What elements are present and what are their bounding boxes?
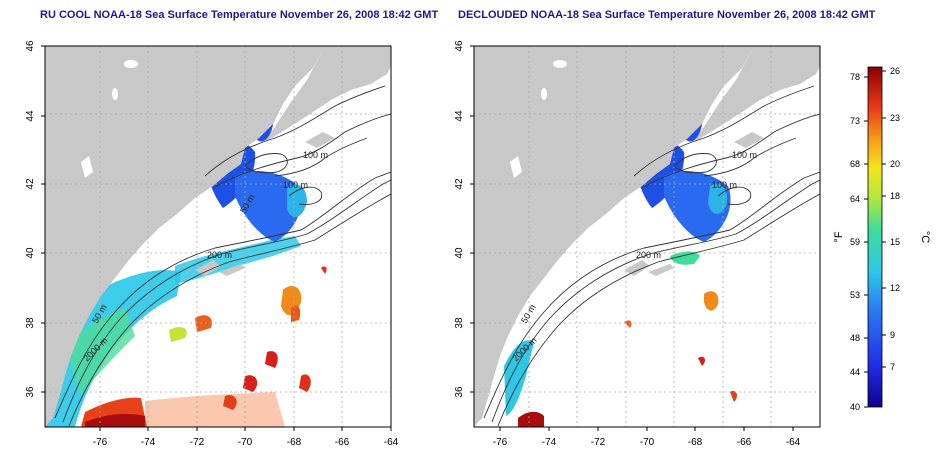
colorbar-f-tick: 64 xyxy=(850,194,860,204)
right-x-tick: -64 xyxy=(786,437,801,448)
colorbar-c-tick: 23 xyxy=(890,113,900,123)
left-contour-label-4: 200 m xyxy=(207,250,232,260)
left-y-tick: 42 xyxy=(25,178,36,190)
left-x-tick: -70 xyxy=(238,437,253,448)
left-x-tick: -66 xyxy=(335,437,350,448)
right-y-tick: 36 xyxy=(454,386,465,398)
colorbar-c-tick: 15 xyxy=(890,237,900,247)
colorbar-c-tick: 9 xyxy=(890,330,895,340)
colorbar-c-tick: 7 xyxy=(890,362,895,372)
right-y-tick: 46 xyxy=(454,40,465,52)
left-y-tick: 38 xyxy=(25,317,36,329)
right-x-tick: -68 xyxy=(688,437,703,448)
left-y-tick: 46 xyxy=(25,40,36,52)
left-y-tick: 40 xyxy=(25,247,36,259)
colorbar-f-tick: 53 xyxy=(850,290,860,300)
colorbar-f-tick: 48 xyxy=(850,333,860,343)
colorbar-c-tick: 26 xyxy=(890,66,900,76)
colorbar-c-unit: °C xyxy=(919,231,931,243)
right-contour-label-2: 100 m xyxy=(712,180,737,190)
right-x-tick: -76 xyxy=(493,437,508,448)
colorbar-f-tick: 59 xyxy=(850,237,860,247)
colorbar-f-unit: °F xyxy=(833,231,845,242)
left-x-tick: -68 xyxy=(287,437,302,448)
colorbar-f-tick: 44 xyxy=(850,367,860,377)
left-x-tick: -64 xyxy=(384,437,399,448)
left-contour-label-2: 100 m xyxy=(283,180,308,190)
colorbar-f-tick: 78 xyxy=(850,72,860,82)
left-map: 100 m 100 m 50 m 200 m 50 m 2000 m -76 -… xyxy=(25,40,399,448)
colorbar-f-tick: 73 xyxy=(850,116,860,126)
colorbar-c-tick: 12 xyxy=(890,283,900,293)
right-x-tick: -74 xyxy=(542,437,557,448)
right-contour-label-3: 200 m xyxy=(636,250,661,260)
right-x-tick: -72 xyxy=(591,437,606,448)
right-map: 100 m 100 m 200 m 50 m 2000 m -76 -74 -7… xyxy=(454,40,821,448)
colorbar-c-tick: 20 xyxy=(890,159,900,169)
right-y-tick: 42 xyxy=(454,178,465,190)
right-y-tick: 40 xyxy=(454,247,465,259)
right-y-tick: 38 xyxy=(454,317,465,329)
right-contour-label-1: 100 m xyxy=(732,150,757,160)
colorbar-c-tick: 18 xyxy=(890,191,900,201)
left-y-tick: 44 xyxy=(25,110,36,122)
left-x-tick: -76 xyxy=(93,437,108,448)
left-map-title: RU COOL NOAA-18 Sea Surface Temperature … xyxy=(40,9,439,21)
colorbar-f-tick: 68 xyxy=(850,159,860,169)
left-contour-label-1: 100 m xyxy=(303,150,328,160)
left-x-tick: -74 xyxy=(141,437,156,448)
temperature-colorbar: 78 73 68 64 59 53 48 44 40 26 23 20 18 1… xyxy=(833,66,931,412)
left-x-tick: -72 xyxy=(190,437,205,448)
right-map-title: DECLOUDED NOAA-18 Sea Surface Temperatur… xyxy=(458,9,876,21)
colorbar-f-tick: 40 xyxy=(850,402,860,412)
right-y-tick: 44 xyxy=(454,110,465,122)
right-x-tick: -70 xyxy=(640,437,655,448)
right-x-tick: -66 xyxy=(737,437,752,448)
left-y-tick: 36 xyxy=(25,386,36,398)
